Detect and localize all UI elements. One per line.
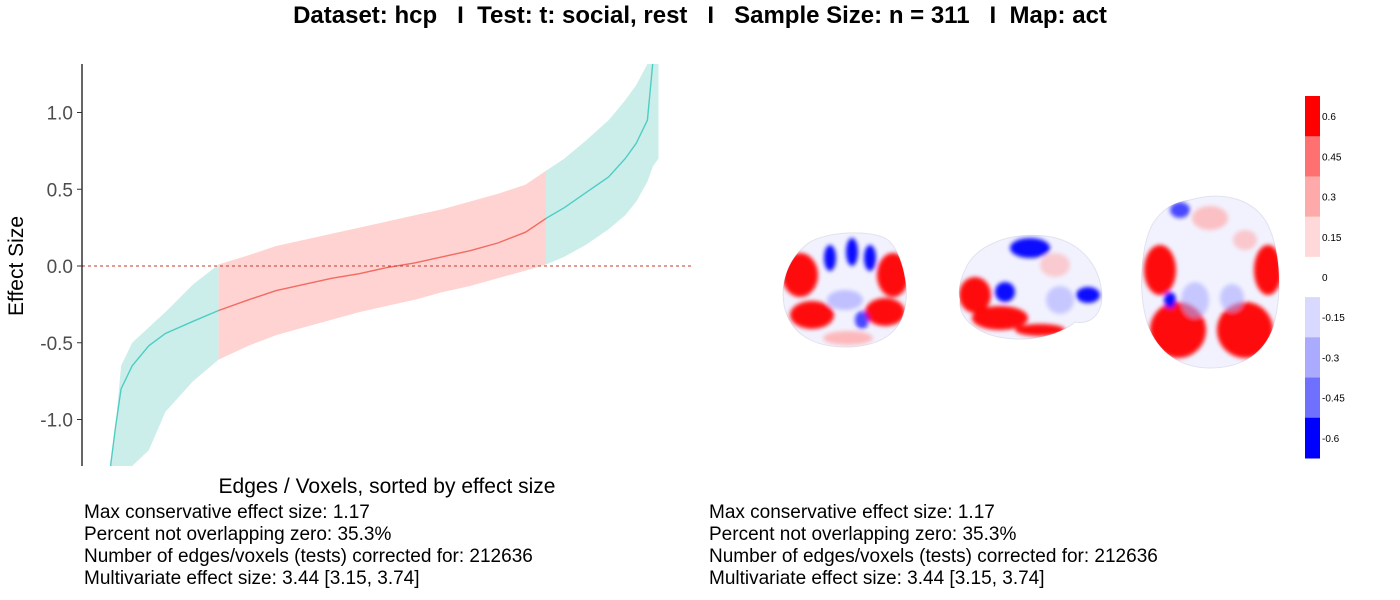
colorbar-label: 0.6: [1322, 112, 1336, 123]
colorbar-swatch: [1305, 256, 1320, 298]
stat-max-effect: Max conservative effect size: 1.17: [84, 502, 370, 523]
stat-percent-nonzero: Percent not overlapping zero: 35.3%: [709, 524, 1017, 545]
stat-max-effect: Max conservative effect size: 1.17: [709, 502, 995, 523]
brain-slice-axial: [1141, 195, 1280, 369]
plot-content: [109, 64, 659, 466]
stat-num-tests: Number of edges/voxels (tests) corrected…: [709, 546, 1158, 567]
colorbar-swatch: [1305, 176, 1320, 218]
brain-map-panel: [782, 195, 1280, 369]
estimate-line-significant-right: [545, 64, 654, 220]
brain-slice-coronal: [782, 232, 907, 348]
band-significant-right: [546, 64, 659, 265]
page-title: Dataset: hcp I Test: t: social, rest I S…: [293, 2, 1107, 29]
y-tick-label: 1.0: [47, 104, 73, 125]
colorbar-swatch: [1305, 136, 1320, 177]
colorbar-swatch: [1305, 216, 1320, 258]
band-significant-left: [110, 264, 219, 466]
colorbar-swatch: [1305, 297, 1320, 338]
colorbar-label: 0.3: [1322, 193, 1336, 204]
stat-multivariate: Multivariate effect size: 3.44 [3.15, 3.…: [709, 568, 1045, 589]
y-tick-label: -0.5: [40, 334, 73, 355]
stats-right: Max conservative effect size: 1.17 Perce…: [709, 502, 1158, 590]
y-tick-label: -1.0: [40, 411, 73, 432]
x-axis-title: Edges / Voxels, sorted by effect size: [219, 475, 556, 498]
colorbar-label: 0.45: [1322, 152, 1342, 163]
colorbar-label: -0.3: [1322, 353, 1340, 364]
colorbar-label: 0.15: [1322, 233, 1342, 244]
colorbar-swatch: [1305, 337, 1320, 379]
colorbar-swatch: [1305, 377, 1320, 419]
stats-left: Max conservative effect size: 1.17 Perce…: [84, 502, 533, 590]
colorbar: 0.6 0.45 0.3 0.15 0 -0.15 -0.3 -0.45 -0.6: [1305, 96, 1345, 459]
colorbar-swatch: [1305, 96, 1320, 137]
chart-layer: -1.0 -0.5 0.0 0.5 1.0 Effect Size Edges / Voxe…: [5, 64, 692, 498]
stat-num-tests: Number of edges/voxels (tests) corrected…: [84, 546, 533, 567]
colorbar-label: 0: [1322, 273, 1328, 284]
colorbar-label: -0.15: [1322, 313, 1345, 324]
y-tick-label: 0.5: [47, 180, 73, 201]
y-axis-title: Effect Size: [5, 216, 28, 316]
band-nonsignificant: [218, 170, 546, 360]
y-tick-label: 0.0: [47, 257, 73, 278]
colorbar-label: -0.45: [1322, 394, 1345, 405]
colorbar-label: -0.6: [1322, 434, 1340, 445]
estimate-line-nonsignificant: [218, 217, 547, 312]
brain-slice-sagittal: [958, 234, 1103, 340]
estimate-line-significant-left: [109, 309, 219, 466]
stat-percent-nonzero: Percent not overlapping zero: 35.3%: [84, 524, 392, 545]
stat-multivariate: Multivariate effect size: 3.44 [3.15, 3.…: [84, 568, 420, 589]
colorbar-swatch: [1305, 417, 1320, 459]
